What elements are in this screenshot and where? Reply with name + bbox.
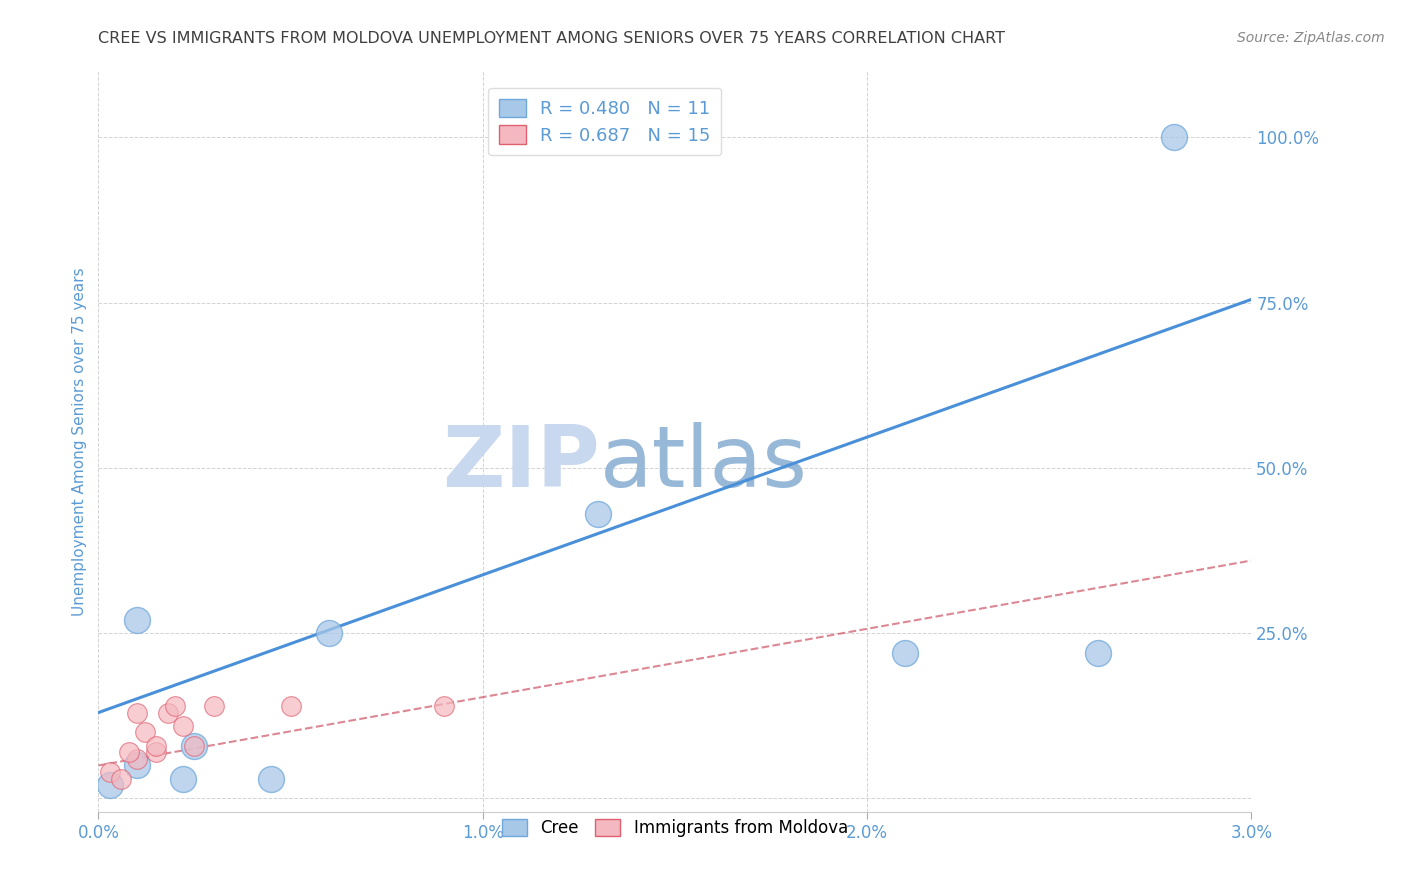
Legend: Cree, Immigrants from Moldova: Cree, Immigrants from Moldova bbox=[495, 813, 855, 844]
Point bbox=[894, 646, 917, 660]
Point bbox=[280, 698, 302, 713]
Point bbox=[98, 765, 121, 780]
Point bbox=[110, 772, 132, 786]
Y-axis label: Unemployment Among Seniors over 75 years: Unemployment Among Seniors over 75 years bbox=[72, 268, 87, 615]
Point bbox=[145, 745, 167, 759]
Point bbox=[202, 698, 225, 713]
Point bbox=[586, 508, 609, 522]
Point bbox=[145, 739, 167, 753]
Point bbox=[1163, 130, 1185, 145]
Point bbox=[125, 752, 148, 766]
Point bbox=[183, 739, 205, 753]
Point bbox=[260, 772, 283, 786]
Point bbox=[156, 706, 179, 720]
Point bbox=[98, 778, 121, 792]
Point bbox=[125, 758, 148, 772]
Point bbox=[172, 719, 194, 733]
Text: Source: ZipAtlas.com: Source: ZipAtlas.com bbox=[1237, 31, 1385, 45]
Point bbox=[118, 745, 141, 759]
Point bbox=[125, 613, 148, 627]
Point bbox=[172, 772, 194, 786]
Point bbox=[1087, 646, 1109, 660]
Point bbox=[433, 698, 456, 713]
Point bbox=[125, 706, 148, 720]
Text: ZIP: ZIP bbox=[443, 422, 600, 505]
Point bbox=[318, 626, 340, 640]
Point bbox=[134, 725, 156, 739]
Point bbox=[183, 739, 205, 753]
Text: atlas: atlas bbox=[600, 422, 808, 505]
Text: CREE VS IMMIGRANTS FROM MOLDOVA UNEMPLOYMENT AMONG SENIORS OVER 75 YEARS CORRELA: CREE VS IMMIGRANTS FROM MOLDOVA UNEMPLOY… bbox=[98, 31, 1005, 46]
Point bbox=[165, 698, 187, 713]
